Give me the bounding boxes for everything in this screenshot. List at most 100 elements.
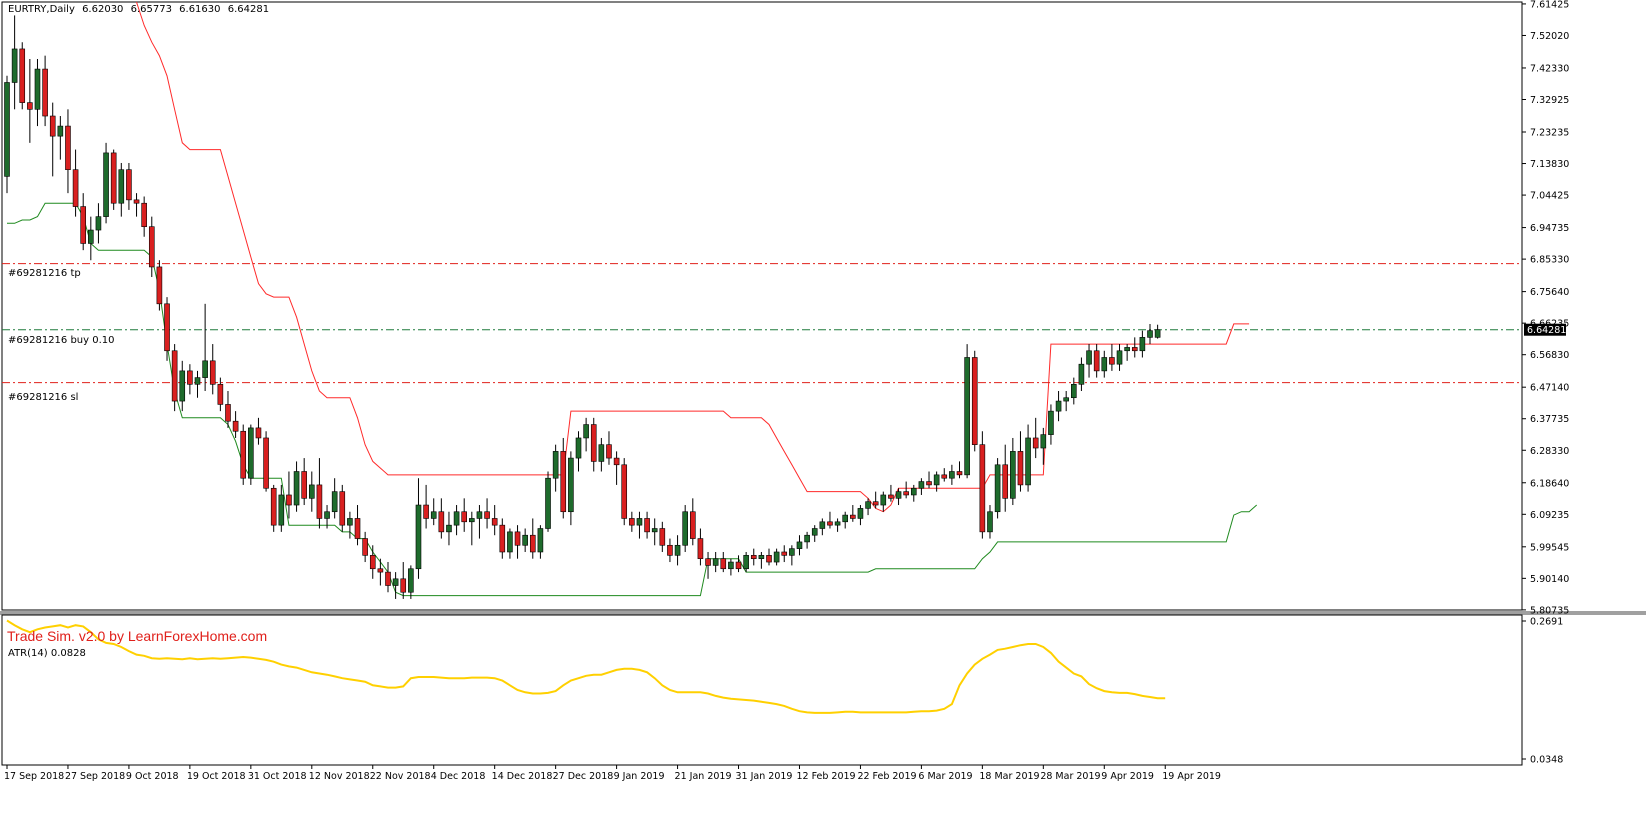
price-tick-label: 5.90140 [1530,574,1569,585]
candle [301,458,307,506]
candle-body [529,534,536,553]
candle-body [263,437,269,489]
candle-body [331,491,338,513]
candle [743,551,749,573]
candle [1048,404,1054,445]
high-value: 6.65773 [130,4,172,15]
candle [568,451,574,526]
candle-body [453,511,460,526]
candle [522,528,528,552]
candle [1040,427,1047,465]
candle [392,572,399,599]
candle-body [34,68,41,110]
candle [728,558,734,576]
candle-body [369,555,376,570]
candle-body [11,48,18,83]
candle [644,511,650,539]
date-tick-label: 18 Mar 2019 [979,771,1039,782]
candle [225,391,231,428]
close-value: 6.64281 [227,4,270,15]
candle [453,505,460,536]
chart-frame [0,1,1646,766]
date-tick-label: 27 Dec 2018 [553,771,614,782]
band-layer [7,1,1258,597]
candle [910,484,917,502]
open-value: 6.62030 [82,4,124,15]
price-tick-label: 6.75640 [1530,287,1569,298]
candle [400,562,407,599]
price-tick-label: 6.56830 [1530,350,1569,361]
candle [469,511,475,546]
candle [164,297,170,361]
candle-body [827,521,833,526]
candle [834,518,841,532]
candle [621,458,628,526]
candle-body [514,531,521,546]
candle [476,505,483,539]
candle-body [674,544,681,556]
candle [1124,344,1130,361]
candle-body [1048,410,1054,435]
candle-body [324,511,330,519]
candle [133,193,140,217]
candle-body [872,501,879,506]
candle-body [994,464,1001,513]
candle [971,350,978,452]
candle [179,360,186,412]
candle [286,471,292,519]
candle-body [537,528,544,553]
candle [789,545,795,566]
candle [194,370,201,398]
candle-body [438,511,445,533]
candle-body [301,471,307,499]
candle [1154,324,1161,339]
candle [324,505,330,529]
date-tick-label: 19 Apr 2019 [1162,771,1221,782]
candle-body [293,471,300,506]
candle [1086,344,1092,378]
candle [65,109,71,194]
low-value: 6.61630 [179,4,221,15]
sl-line-label: #69281216 sl [8,392,79,403]
candle [811,525,818,542]
candle [27,59,33,143]
candle-body [179,370,186,402]
candle [385,562,391,593]
current-price-text: 6.64281 [1527,325,1566,336]
candle-body [743,555,749,570]
order-lines-layer [2,263,1522,384]
price-tick-label: 5.80735 [1530,605,1569,616]
candle-body [583,424,589,439]
candle-body [644,518,650,533]
candle [712,551,719,573]
candle [499,518,506,559]
date-tick-label: 14 Dec 2018 [492,771,553,782]
candle [1063,391,1069,412]
candle-body [385,571,391,586]
candle-body [408,568,414,593]
candle [842,511,849,529]
candle-body [918,481,925,489]
candle-body [415,504,422,570]
candle [560,437,567,519]
date-tick-label: 31 Oct 2018 [248,771,307,782]
candle [263,431,269,492]
candle-body [789,548,795,556]
candle [1017,431,1024,492]
candle [796,535,803,556]
candle [941,468,948,482]
date-tick-label: 19 Oct 2018 [187,771,246,782]
candle [590,417,597,472]
atr-title: ATR(14) 0.0828 [8,648,86,659]
candle [415,478,422,579]
candle [171,344,178,412]
date-tick-label: 28 Mar 2019 [1040,771,1100,782]
candle [270,484,277,532]
candle-body [621,464,628,519]
candle-body [392,578,399,586]
candle-body [560,451,567,513]
candle [369,545,376,579]
price-tick-label: 7.61425 [1530,0,1569,10]
candle [773,548,780,566]
